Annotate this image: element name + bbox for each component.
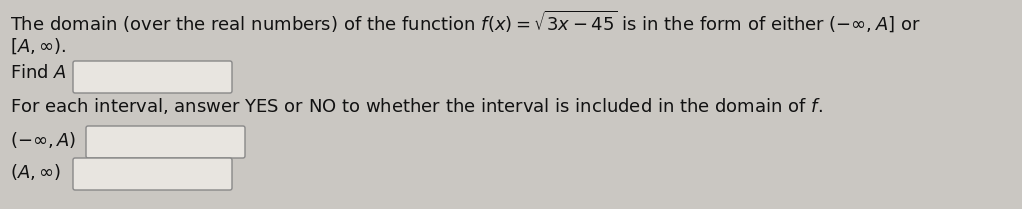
Text: Find $A$: Find $A$ [10,64,67,82]
FancyBboxPatch shape [73,61,232,93]
Text: The domain (over the real numbers) of the function $f(x) = \sqrt{3x - 45}$ is in: The domain (over the real numbers) of th… [10,8,921,34]
FancyBboxPatch shape [86,126,245,158]
Text: $(A, \infty)$: $(A, \infty)$ [10,162,61,182]
Text: $(-\infty, A)$: $(-\infty, A)$ [10,130,76,150]
Text: For each interval, answer YES or NO to whether the interval is included in the d: For each interval, answer YES or NO to w… [10,96,823,116]
FancyBboxPatch shape [73,158,232,190]
Text: $[A, \infty)$.: $[A, \infty)$. [10,36,66,56]
